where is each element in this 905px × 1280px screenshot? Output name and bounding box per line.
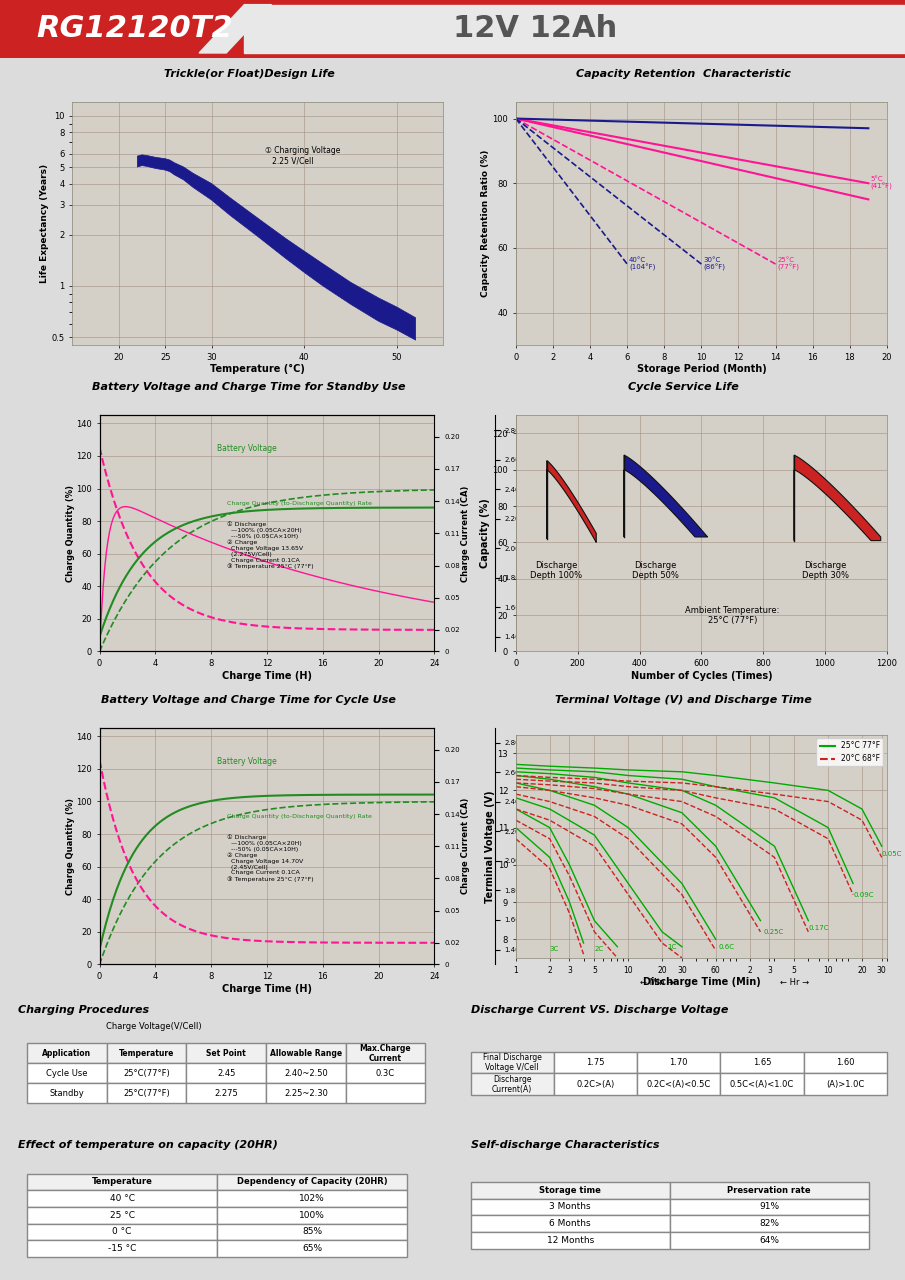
Y-axis label: Battery Voltage (V)/Per Cell: Battery Voltage (V)/Per Cell (521, 474, 530, 593)
Text: 25°C
(77°F): 25°C (77°F) (777, 257, 799, 271)
Text: Charging Procedures: Charging Procedures (18, 1005, 149, 1015)
Text: ← Min →: ← Min → (640, 978, 674, 987)
Text: 0.05C: 0.05C (881, 851, 902, 856)
Text: Charge Voltage(V/Cell): Charge Voltage(V/Cell) (106, 1021, 202, 1030)
Text: Self-discharge Characteristics: Self-discharge Characteristics (471, 1140, 659, 1151)
Text: RG12120T2: RG12120T2 (36, 14, 233, 44)
Text: 30°C
(86°F): 30°C (86°F) (703, 257, 725, 271)
Text: Discharge Current VS. Discharge Voltage: Discharge Current VS. Discharge Voltage (471, 1005, 728, 1015)
Text: Terminal Voltage (V) and Discharge Time: Terminal Voltage (V) and Discharge Time (555, 695, 812, 705)
Text: Effect of temperature on capacity (20HR): Effect of temperature on capacity (20HR) (18, 1140, 278, 1151)
Y-axis label: Life Expectancy (Years): Life Expectancy (Years) (40, 164, 49, 283)
Text: Trickle(or Float)Design Life: Trickle(or Float)Design Life (164, 69, 334, 79)
Legend: 25°C 77°F, 20°C 68°F: 25°C 77°F, 20°C 68°F (816, 739, 883, 767)
Text: Battery Voltage and Charge Time for Standby Use: Battery Voltage and Charge Time for Stan… (92, 381, 405, 392)
X-axis label: Charge Time (H): Charge Time (H) (222, 984, 312, 993)
Text: ① Discharge
  —100% (0.05CA×20H)
  ---50% (0.05CA×10H)
② Charge
  Charge Voltage: ① Discharge —100% (0.05CA×20H) ---50% (0… (227, 835, 313, 882)
Text: ← Hr →: ← Hr → (779, 978, 809, 987)
Y-axis label: Terminal Voltage (V): Terminal Voltage (V) (485, 790, 495, 902)
X-axis label: Discharge Time (Min): Discharge Time (Min) (643, 978, 760, 987)
Y-axis label: Capacity (%): Capacity (%) (480, 498, 490, 568)
Text: ① Charging Voltage
   2.25 V/Cell: ① Charging Voltage 2.25 V/Cell (265, 146, 340, 165)
X-axis label: Temperature (°C): Temperature (°C) (211, 365, 305, 374)
Text: Charge Quantity (to-Discharge Quantity) Rate: Charge Quantity (to-Discharge Quantity) … (227, 500, 372, 506)
Text: Battery Voltage and Charge Time for Cycle Use: Battery Voltage and Charge Time for Cycl… (101, 695, 396, 705)
Text: Battery Voltage: Battery Voltage (217, 756, 277, 765)
Text: 0.6C: 0.6C (718, 943, 734, 950)
Polygon shape (547, 461, 596, 543)
Text: Discharge
Depth 50%: Discharge Depth 50% (632, 561, 679, 580)
X-axis label: Charge Time (H): Charge Time (H) (222, 671, 312, 681)
Y-axis label: Battery Voltage (V)/Per Cell: Battery Voltage (V)/Per Cell (521, 786, 530, 906)
Text: Discharge
Depth 30%: Discharge Depth 30% (802, 561, 849, 580)
Text: 12V 12Ah: 12V 12Ah (452, 14, 616, 44)
Y-axis label: Capacity Retention Ratio (%): Capacity Retention Ratio (%) (481, 150, 490, 297)
Text: Ambient Temperature:
25°C (77°F): Ambient Temperature: 25°C (77°F) (685, 605, 779, 626)
Y-axis label: Charge Quantity (%): Charge Quantity (%) (66, 485, 75, 582)
Text: 5°C
(41°F): 5°C (41°F) (871, 177, 892, 191)
Text: 0.25C: 0.25C (764, 929, 784, 934)
Text: ① Discharge
  —100% (0.05CA×20H)
  ---50% (0.05CA×10H)
② Charge
  Charge Voltage: ① Discharge —100% (0.05CA×20H) ---50% (0… (227, 521, 313, 570)
Polygon shape (199, 5, 272, 52)
X-axis label: Number of Cycles (Times): Number of Cycles (Times) (631, 671, 772, 681)
Bar (244, 5, 905, 52)
X-axis label: Storage Period (Month): Storage Period (Month) (636, 365, 767, 374)
Text: 40°C
(104°F): 40°C (104°F) (629, 257, 655, 271)
Text: Capacity Retention  Characteristic: Capacity Retention Characteristic (576, 69, 791, 79)
Text: 2C: 2C (595, 946, 604, 951)
Polygon shape (624, 456, 708, 538)
Text: 1C: 1C (667, 943, 676, 950)
Text: Cycle Service Life: Cycle Service Life (628, 381, 738, 392)
Text: Battery Voltage: Battery Voltage (217, 444, 277, 453)
Y-axis label: Charge Current (CA): Charge Current (CA) (462, 485, 471, 581)
Text: 3C: 3C (549, 946, 559, 951)
Text: 0.09C: 0.09C (853, 892, 873, 897)
Y-axis label: Charge Quantity (%): Charge Quantity (%) (66, 797, 75, 895)
Text: Discharge
Depth 100%: Discharge Depth 100% (530, 561, 582, 580)
Polygon shape (138, 155, 415, 340)
Text: 0.17C: 0.17C (808, 925, 829, 931)
Text: Charge Quantity (to-Discharge Quantity) Rate: Charge Quantity (to-Discharge Quantity) … (227, 814, 372, 819)
Y-axis label: Charge Current (CA): Charge Current (CA) (462, 797, 471, 895)
Polygon shape (795, 456, 881, 540)
